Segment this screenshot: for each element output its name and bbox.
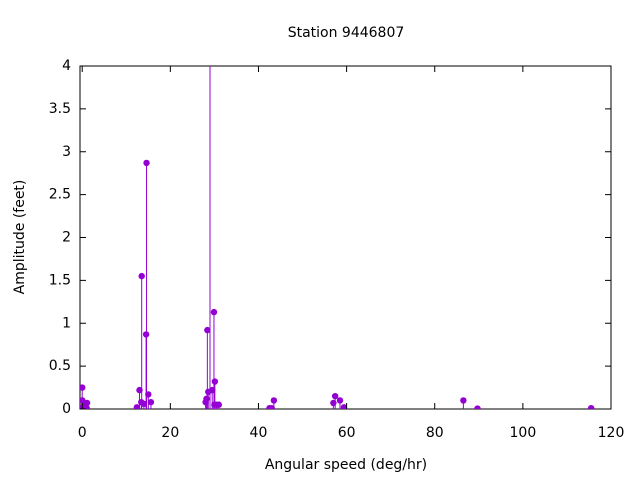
stem-point (80, 384, 86, 391)
stem-point (204, 326, 211, 334)
x-tick-label: 40 (250, 425, 268, 441)
stem-point (207, 20, 213, 26)
stem-point (210, 308, 218, 316)
y-tick-label: 0 (62, 401, 71, 417)
stem-point (331, 392, 339, 400)
x-tick-label: 0 (78, 425, 87, 441)
y-tick-label: 1.5 (49, 272, 71, 288)
y-tick-label: 4 (62, 58, 71, 74)
stem-point (211, 378, 219, 385)
stem-point (336, 397, 344, 404)
stem-point (138, 272, 145, 280)
chart-title: Station 9446807 (288, 25, 405, 41)
x-tick-label: 60 (338, 425, 356, 441)
x-tick-label: 100 (510, 425, 537, 441)
stem-point (145, 391, 152, 398)
stem-point (215, 401, 223, 408)
y-tick-label: 3.5 (49, 101, 71, 117)
stem-point (474, 405, 481, 409)
x-tick-label: 120 (598, 425, 625, 441)
y-tick-label: 1 (62, 315, 71, 331)
x-tick-label: 80 (426, 425, 444, 441)
y-tick-label: 3 (62, 144, 71, 160)
x-axis-label: Angular speed (deg/hr) (265, 457, 427, 473)
y-tick-label: 0.5 (49, 358, 71, 374)
y-tick-label: 2 (62, 230, 71, 246)
stem-point (133, 404, 141, 409)
stem-point (136, 386, 143, 394)
stem-point (83, 399, 91, 407)
stem-point (270, 397, 278, 404)
y-axis-label: Amplitude (feet) (12, 180, 28, 295)
stem-point (140, 400, 148, 408)
y-tick-label: 2.5 (49, 187, 71, 203)
marks (80, 20, 595, 409)
x-tick-label: 20 (161, 425, 179, 441)
plot-border (79, 65, 612, 410)
stem-point (143, 159, 150, 167)
stem-point (268, 404, 275, 409)
stem-point (587, 404, 595, 409)
stem-point (340, 404, 348, 409)
stem-point (460, 397, 467, 404)
stem-point (147, 398, 155, 406)
